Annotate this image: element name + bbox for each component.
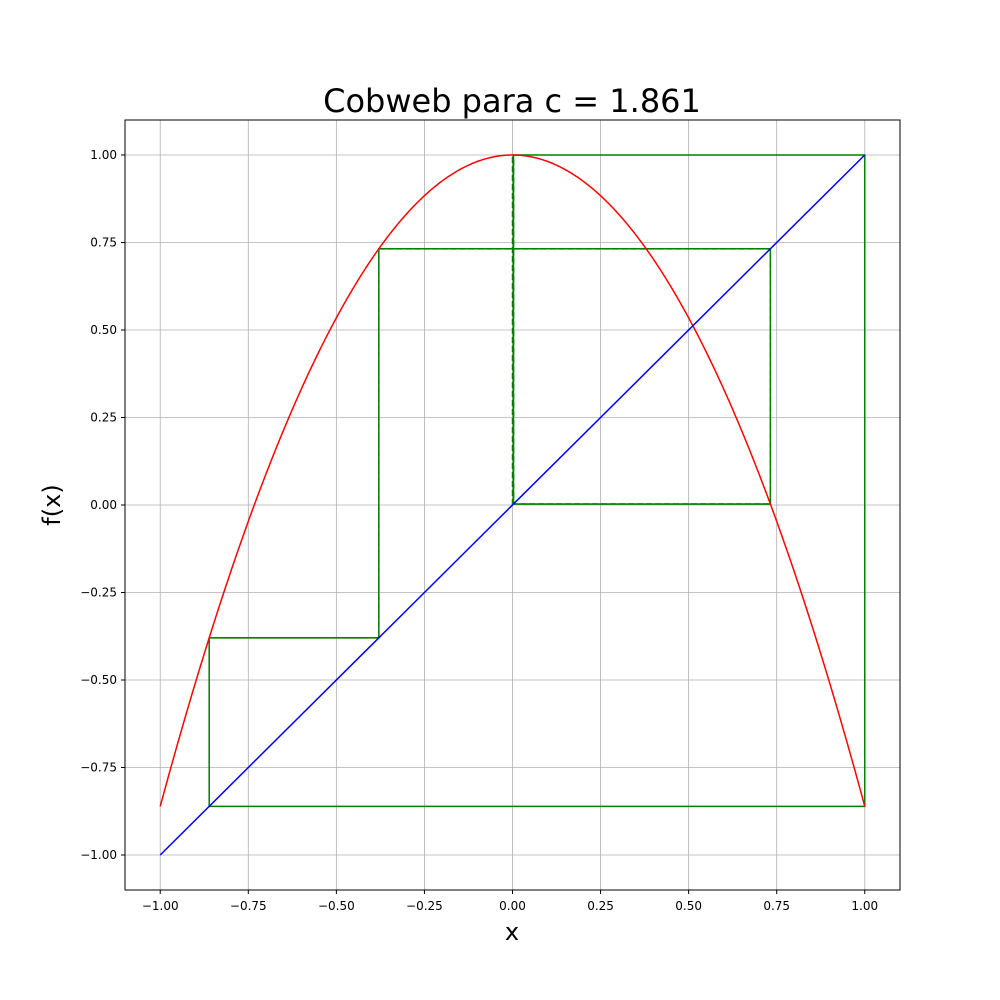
y-tick-label: 0.25 (90, 411, 117, 425)
x-tick-label: 0.50 (675, 899, 702, 913)
x-axis-label: x (505, 918, 519, 946)
x-tick-label: 0.25 (587, 899, 614, 913)
chart-title: Cobweb para c = 1.861 (323, 82, 701, 120)
y-tick-label: 0.75 (90, 236, 117, 250)
y-tick-label: −0.75 (80, 761, 117, 775)
y-axis-label: f(x) (38, 484, 66, 525)
y-tick-label: 0.00 (90, 498, 117, 512)
x-tick-label: 1.00 (851, 899, 878, 913)
plot-area (159, 154, 866, 856)
y-tick-label: 0.50 (90, 323, 117, 337)
y-tick-label: 1.00 (90, 148, 117, 162)
y-tick-label: −0.50 (80, 673, 117, 687)
x-tick-label: −0.25 (406, 899, 443, 913)
x-tick-label: −0.75 (230, 899, 267, 913)
x-tick-label: −0.50 (318, 899, 355, 913)
y-tick-label: −1.00 (80, 848, 117, 862)
x-tick-label: −1.00 (142, 899, 179, 913)
y-axis: −1.00 −0.75 −0.50 −0.25 0.00 0.25 0.50 0.75 1.00 (80, 148, 125, 862)
x-tick-label: 0.00 (499, 899, 526, 913)
x-axis: −1.00 −0.75 −0.50 −0.25 0.00 0.25 0.50 0.75 1.00 (142, 890, 878, 913)
identity-line (159, 154, 866, 856)
function-curve (159, 154, 866, 807)
x-tick-label: 0.75 (763, 899, 790, 913)
y-tick-label: −0.25 (80, 586, 117, 600)
